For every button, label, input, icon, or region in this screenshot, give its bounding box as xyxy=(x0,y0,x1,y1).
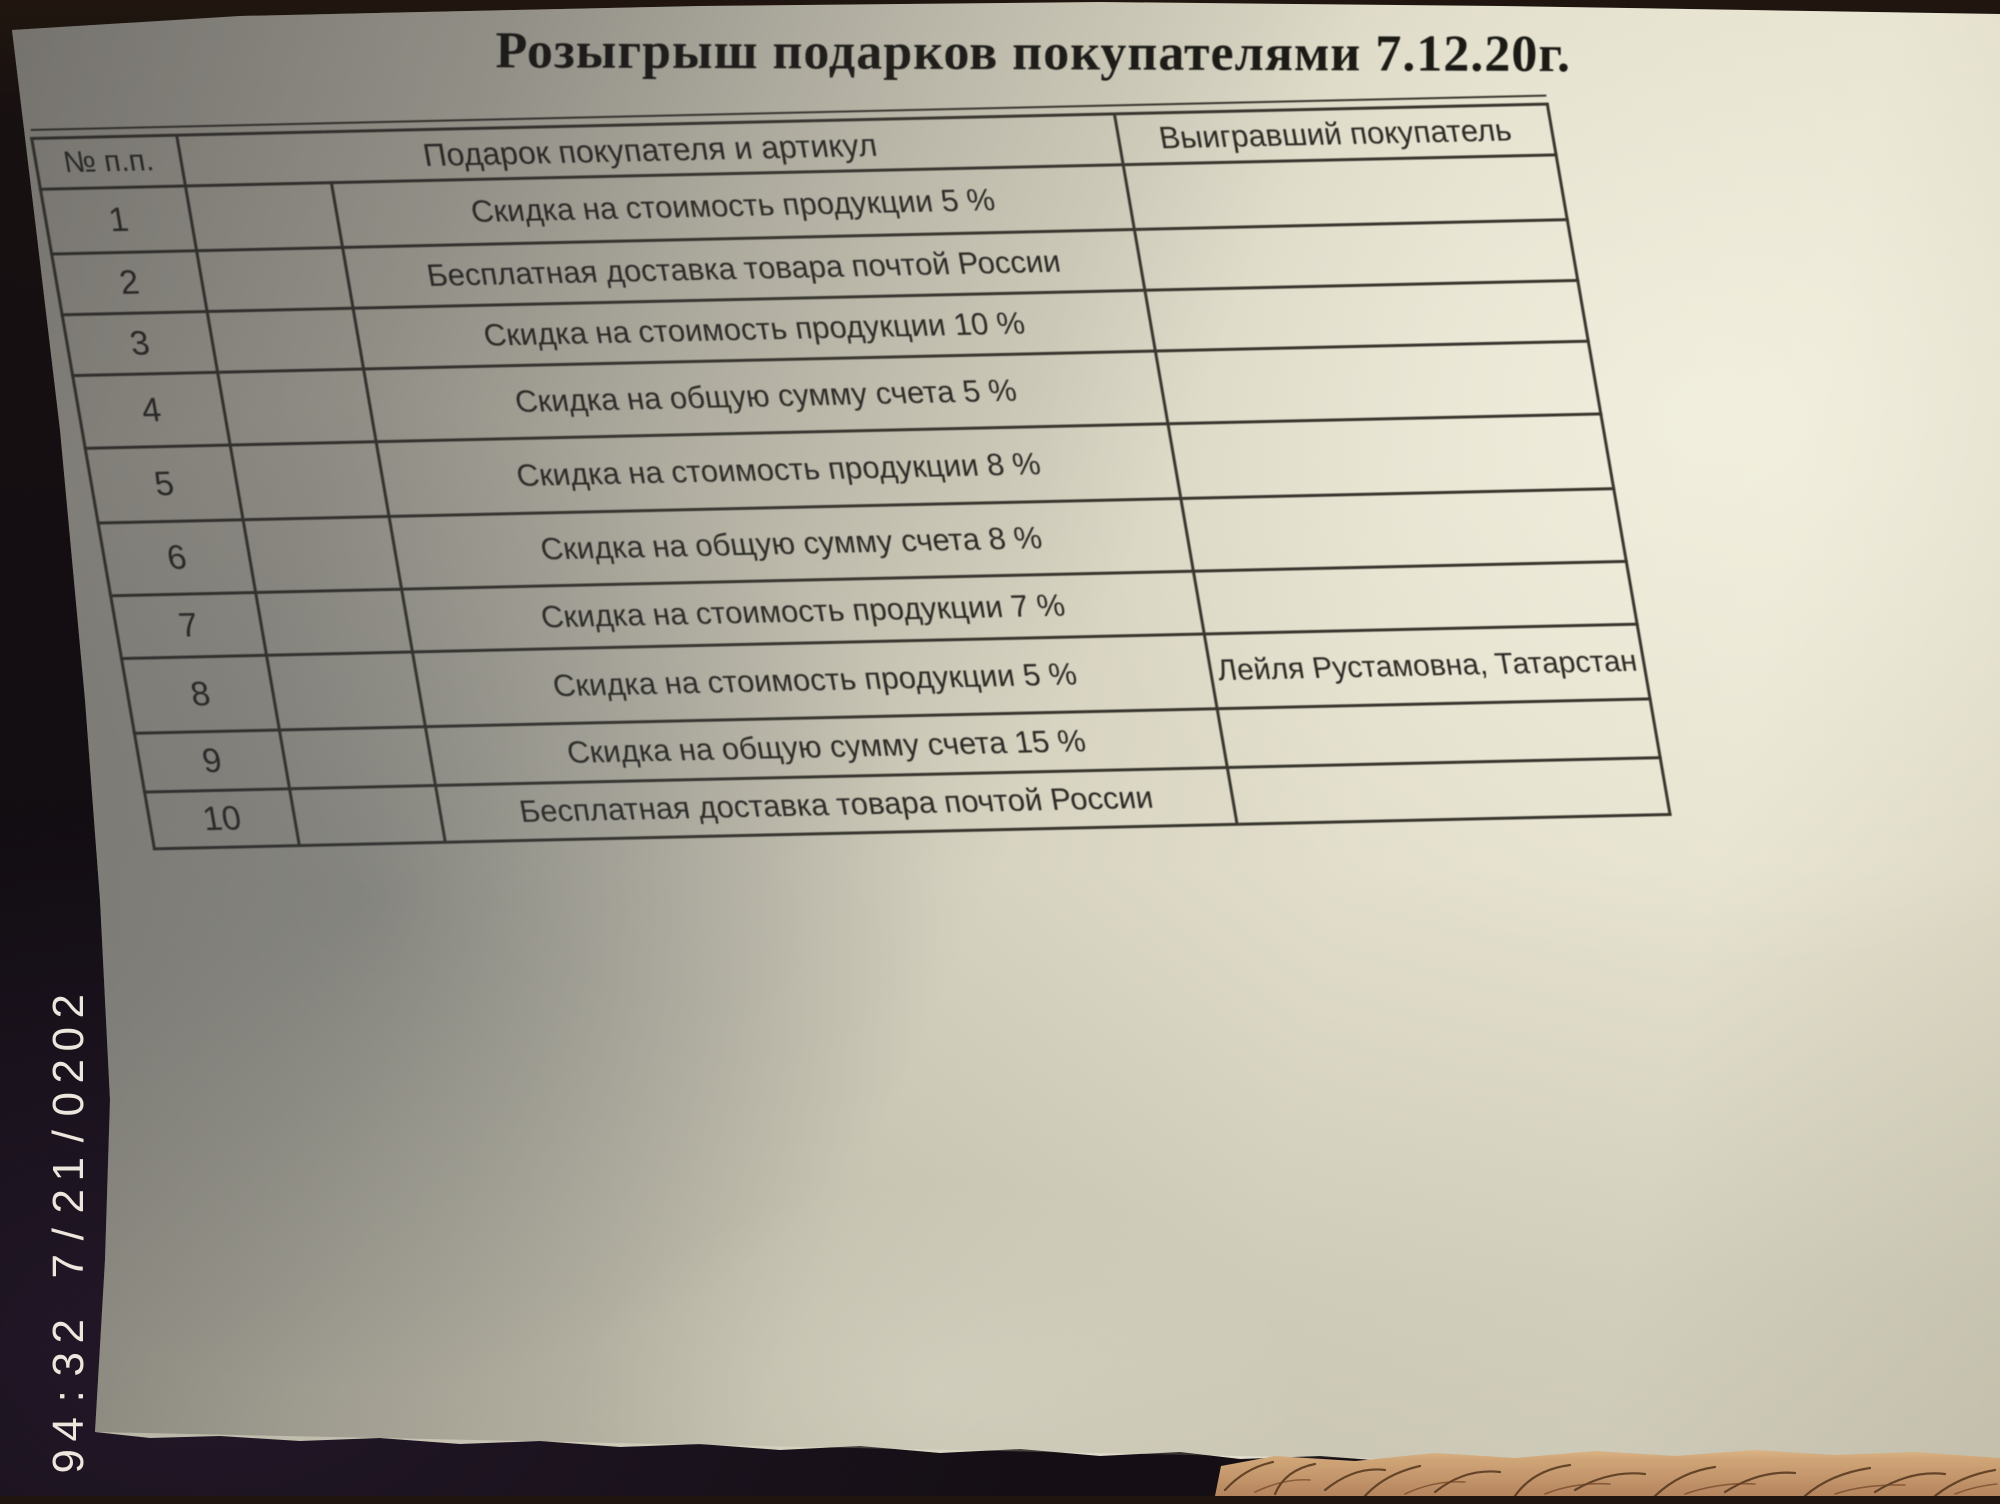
article-cell xyxy=(207,308,364,373)
row-number-cell: 9 xyxy=(134,729,290,793)
article-cell xyxy=(243,516,402,593)
timestamp-char: 9 xyxy=(44,1449,93,1474)
row-number-cell: 6 xyxy=(98,519,256,596)
winner-cell xyxy=(1193,561,1638,634)
prize-table-wrap: № п.п. Подарок покупателя и артикул Выиг… xyxy=(30,103,1672,851)
winner-cell: Лейля Рустамовна, Татарстан xyxy=(1204,624,1651,709)
row-number-cell: 4 xyxy=(72,372,231,449)
header-num: № п.п. xyxy=(31,135,186,190)
winner-cell xyxy=(1134,219,1578,291)
winner-cell xyxy=(1167,413,1614,499)
row-number-cell: 5 xyxy=(85,445,244,524)
arm-hairs xyxy=(1223,1460,1998,1496)
article-cell xyxy=(185,182,343,251)
article-cell xyxy=(230,441,390,520)
prize-table: № п.п. Подарок покупателя и артикул Выиг… xyxy=(30,103,1672,851)
article-cell xyxy=(279,726,436,789)
article-cell xyxy=(255,589,413,656)
winner-cell xyxy=(1123,154,1568,230)
row-number-cell: 1 xyxy=(40,185,197,255)
row-number-cell: 8 xyxy=(121,655,280,734)
row-number-cell: 3 xyxy=(62,311,218,376)
winner-cell xyxy=(1227,757,1671,825)
article-cell xyxy=(266,651,426,730)
winner-cell xyxy=(1155,341,1601,424)
winner-cell xyxy=(1217,698,1661,768)
document-title: Розыгрыш подарков покупателями 7.12.20г. xyxy=(495,22,1572,84)
winner-cell xyxy=(1180,488,1627,572)
winner-cell xyxy=(1144,280,1589,352)
row-number-cell: 7 xyxy=(110,592,267,659)
row-number-cell: 2 xyxy=(51,250,208,315)
article-cell xyxy=(196,247,354,312)
article-cell xyxy=(289,785,446,846)
article-cell xyxy=(217,368,377,446)
row-number-cell: 10 xyxy=(144,788,300,849)
